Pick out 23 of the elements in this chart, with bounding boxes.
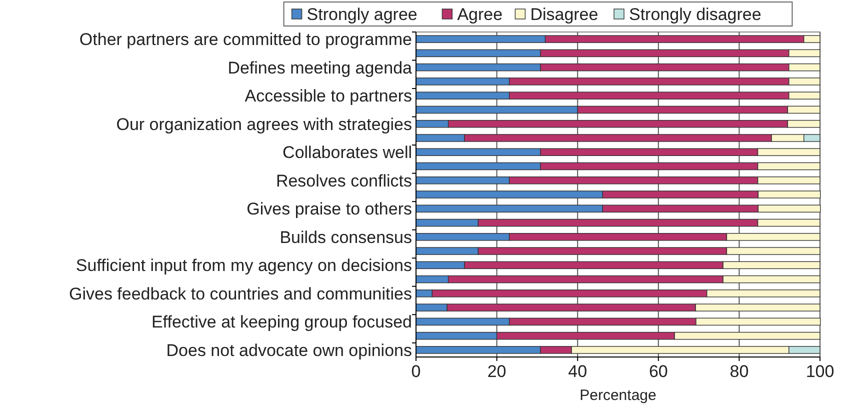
y-tick-label: Other partners are committed to programme [79,30,412,50]
x-axis-title: Percentage [580,387,656,404]
x-tick-label: 20 [487,362,506,381]
x-tick-label: 60 [648,362,668,381]
y-tick-label: Accessible to partners [244,86,412,106]
x-tick-label: 40 [568,362,588,381]
legend-label: Strongly agree [306,5,418,24]
legend-label: Agree [457,5,503,24]
y-tick-label: Collaborates well [282,143,412,162]
y-tick-label: Builds consensus [280,228,412,247]
y-tick-label: Sufficient input from my agency on decisions [76,256,412,276]
y-tick-label: Does not advocate own opinions [166,340,412,360]
x-tick-label: 0 [411,362,421,381]
y-tick-label: Resolves conflicts [276,171,412,190]
y-tick-label: Effective at keeping group focused [151,312,412,332]
y-tick-label: Our organization agrees with strategies [116,114,412,134]
x-tick-label: 100 [806,362,834,381]
y-tick-label: Gives praise to others [246,200,412,219]
y-tick-label: Defines meeting agenda [228,58,413,78]
x-tick-label: 80 [730,362,749,381]
y-tick-label: Gives feedback to countries and communities [68,284,412,304]
legend-label: Disagree [530,5,598,24]
legend-label: Strongly disagree [629,5,762,24]
